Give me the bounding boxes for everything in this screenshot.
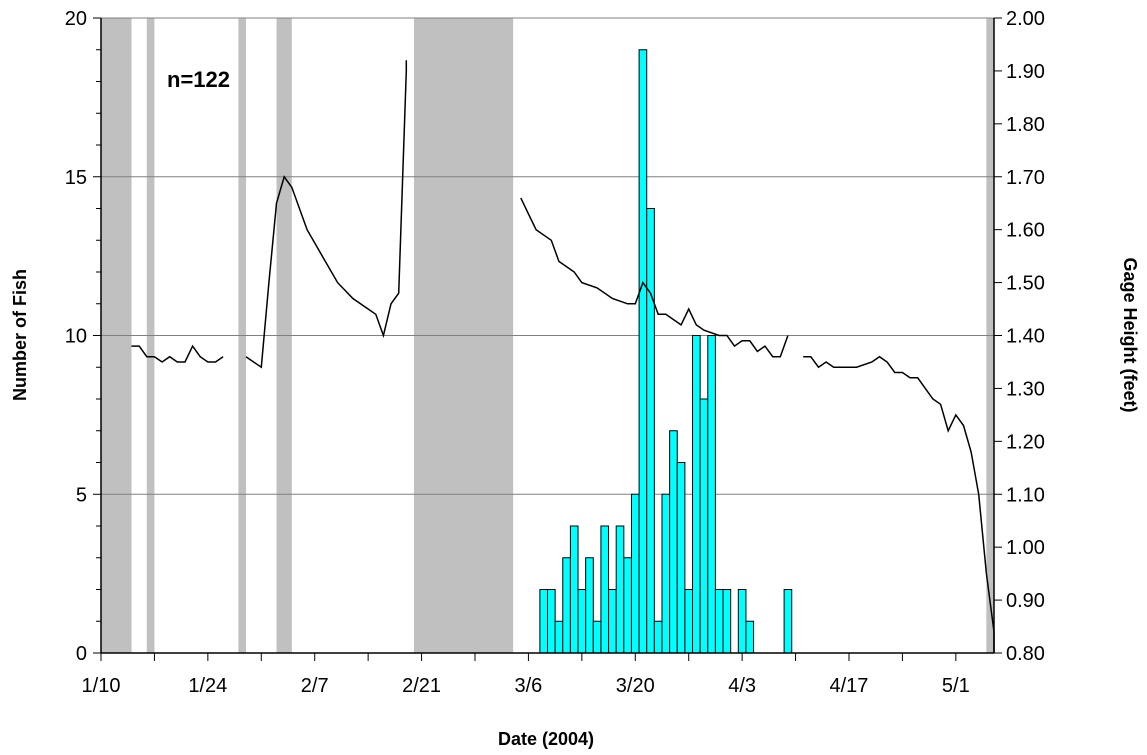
fish-count-bar xyxy=(684,589,694,654)
y-tick-label-left: 20 xyxy=(65,8,87,30)
x-tick-label: 2/7 xyxy=(301,675,329,697)
fish-count-bar xyxy=(547,589,556,654)
y-tick-label-right: 0.90 xyxy=(1006,590,1045,612)
fish-count-bar xyxy=(539,589,548,654)
sample-size-annotation: n=122 xyxy=(167,67,230,92)
x-tick-label: 4/3 xyxy=(728,675,756,697)
fish-count-bar xyxy=(554,620,564,654)
gage-height-segment xyxy=(803,355,995,653)
x-tick-label: 3/6 xyxy=(515,675,543,697)
y-tick-label-right: 1.10 xyxy=(1006,484,1045,506)
x-tick-label: 1/24 xyxy=(188,675,227,697)
fish-count-bar xyxy=(615,525,625,654)
axes xyxy=(93,17,1002,661)
fish-count-bar xyxy=(714,589,724,654)
gage-height-segment xyxy=(520,197,789,358)
fish-count-bar xyxy=(600,525,610,654)
fish-count-bar xyxy=(661,493,671,654)
y-tick-label-left: 5 xyxy=(76,484,87,506)
fish-count-bar xyxy=(623,557,632,654)
y-tick-label-right: 1.70 xyxy=(1006,167,1045,189)
x-tick-label: 5/1 xyxy=(942,675,970,697)
fish-count-bar xyxy=(722,589,732,654)
y-tick-label-right: 2.00 xyxy=(1006,8,1045,30)
fish-count-bar xyxy=(783,589,793,654)
fish-count-bar xyxy=(699,398,709,654)
y-tick-label-right: 1.20 xyxy=(1006,431,1045,453)
tick-labels: 0 5 10 15 20 0.80 0.90 1.00 1.10 1.20 1.30 1.40 1.50… xyxy=(65,8,1045,697)
y-tick-label-right: 1.90 xyxy=(1006,61,1045,83)
y-tick-label-right: 1.50 xyxy=(1006,273,1045,295)
y-tick-label-right: 1.40 xyxy=(1006,326,1045,348)
fish-count-bar xyxy=(646,208,655,654)
fish-count-bar xyxy=(676,462,686,654)
y-tick-label-left: 10 xyxy=(65,326,87,348)
fish-count-bar xyxy=(692,335,701,654)
x-tick-label: 4/17 xyxy=(830,675,869,697)
gage-height-segment xyxy=(245,60,408,369)
fish-count-bar xyxy=(592,620,602,654)
y-tick-label-right: 1.60 xyxy=(1006,220,1045,242)
fish-count-bar xyxy=(745,620,755,654)
y-tick-label-right: 1.80 xyxy=(1006,114,1045,136)
gage-height-line xyxy=(131,60,995,653)
fish-count-bar xyxy=(585,557,594,654)
fish-count-bar xyxy=(707,335,716,654)
y-axis-left-title: Number of Fish xyxy=(10,269,30,401)
gridlines xyxy=(101,17,994,495)
fish-count-bars xyxy=(539,49,793,654)
x-tick-label: 1/10 xyxy=(82,675,121,697)
y-axis-right-title: Gage Height (feet) xyxy=(1120,257,1140,412)
fish-count-bar xyxy=(608,589,617,654)
x-tick-label: 3/20 xyxy=(616,675,655,697)
fish-count-bar xyxy=(577,589,587,654)
fish-count-bar xyxy=(569,525,579,654)
y-tick-label-left: 0 xyxy=(76,643,87,665)
y-tick-label-right: 1.30 xyxy=(1006,378,1045,400)
fish-count-bar xyxy=(669,430,678,654)
x-axis-title: Date (2004) xyxy=(498,729,594,749)
fish-count-bar xyxy=(630,493,640,654)
fish-count-bar xyxy=(638,49,648,654)
fish-count-bar xyxy=(737,589,747,654)
y-tick-label-left: 15 xyxy=(65,167,87,189)
gage-height-segment xyxy=(131,344,224,363)
fish-count-bar xyxy=(653,620,663,654)
x-tick-label: 2/21 xyxy=(402,675,441,697)
y-tick-label-right: 0.80 xyxy=(1006,643,1045,665)
fish-count-bar xyxy=(562,557,571,654)
y-tick-label-right: 1.00 xyxy=(1006,537,1045,559)
